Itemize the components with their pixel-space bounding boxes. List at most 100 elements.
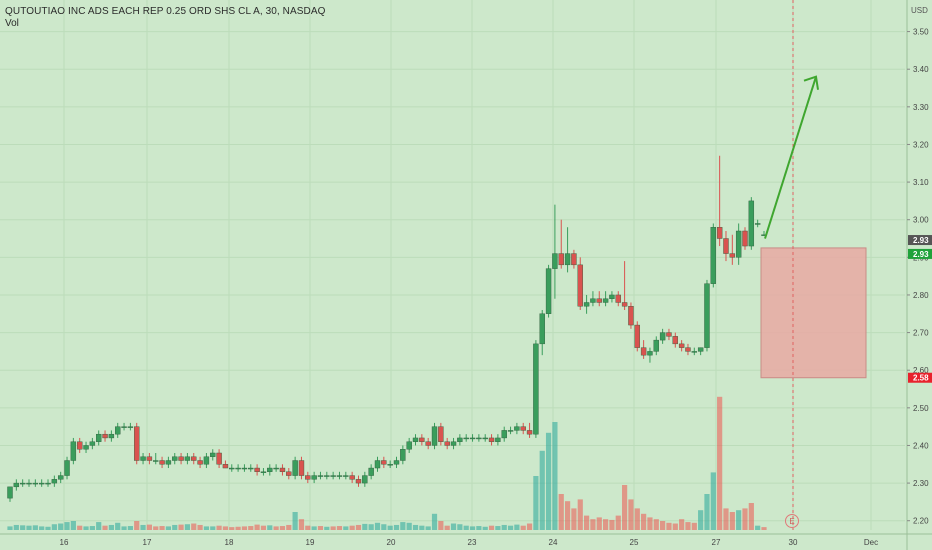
volume-bar — [545, 432, 552, 530]
volume-bar — [216, 525, 222, 530]
candle-body — [172, 456, 178, 461]
candle-body — [533, 343, 539, 435]
candle-body — [216, 452, 222, 465]
volume-bar — [374, 522, 381, 530]
volume-bar — [64, 522, 70, 530]
volume-bar — [336, 526, 343, 530]
x-tick-label: Dec — [864, 538, 878, 547]
candle-body — [317, 475, 324, 477]
volume-bar — [463, 525, 469, 530]
volume-bar — [362, 523, 368, 530]
x-tick-label: 16 — [60, 538, 69, 547]
candle-body — [735, 230, 742, 258]
candle-body — [115, 426, 121, 435]
candle-body — [355, 479, 362, 484]
earnings-marker-label: E — [789, 517, 794, 526]
candle-body — [691, 351, 698, 353]
volume-bar — [324, 526, 330, 530]
price-tag-label: 2.93 — [913, 250, 929, 259]
x-tick-label: 18 — [225, 538, 234, 547]
candle-body — [583, 302, 590, 307]
volume-bar — [241, 526, 248, 530]
price-tag — [908, 248, 932, 259]
volume-bar — [431, 513, 438, 530]
volume-bar — [127, 526, 133, 530]
volume-bar — [514, 524, 520, 530]
volume-bar — [7, 526, 13, 530]
candle-body — [203, 456, 210, 465]
volume-bar — [698, 510, 704, 530]
volume-bar — [102, 525, 108, 530]
volume-bar — [355, 524, 362, 530]
volume-bar — [533, 476, 539, 530]
candle-body — [672, 336, 678, 345]
volume-bar — [679, 519, 685, 530]
candle-body — [121, 426, 127, 428]
volume-bar — [393, 524, 400, 530]
y-tick-label: 2.40 — [913, 441, 929, 450]
volume-bar — [558, 494, 564, 530]
volume-bar — [660, 521, 666, 530]
candle-body — [602, 298, 609, 303]
y-tick-label: 3.50 — [913, 28, 929, 37]
candle-body — [640, 347, 647, 356]
candle-body — [590, 298, 596, 303]
candle-body — [526, 430, 533, 435]
candle-body — [438, 426, 444, 442]
volume-bar — [387, 525, 393, 530]
volume-bar — [507, 525, 514, 530]
volume-bar — [704, 494, 710, 530]
volume-bar — [305, 525, 311, 530]
y-tick-label: 2.20 — [913, 517, 929, 526]
volume-bar — [83, 526, 89, 530]
candle-body — [596, 298, 602, 303]
candle-body — [279, 467, 286, 472]
chart-title: QUTOUTIAO INC ADS EACH REP 0.25 ORD SHS … — [5, 6, 326, 17]
candle-body — [19, 482, 26, 485]
volume-bar — [349, 525, 355, 530]
candle-body — [628, 306, 634, 326]
volume-bar — [583, 515, 590, 530]
candle-body — [482, 437, 488, 440]
y-tick-label: 2.80 — [913, 291, 929, 300]
volume-bar — [20, 525, 26, 530]
volume-bar — [622, 485, 628, 530]
candle-body — [197, 460, 203, 465]
candle-body — [729, 253, 736, 258]
candle-body — [647, 351, 653, 356]
candle-body — [381, 460, 387, 465]
projection-arrow-shaft — [764, 76, 817, 239]
candle-body — [267, 467, 273, 472]
volume-bar — [476, 526, 482, 530]
volume-bar — [229, 527, 235, 530]
candle-body — [653, 339, 659, 352]
candle-body — [146, 456, 153, 461]
volume-bar — [672, 523, 678, 530]
currency-label: USD — [911, 6, 928, 15]
candle-body — [412, 437, 419, 442]
candle-body — [191, 456, 197, 461]
volume-bar — [108, 524, 114, 530]
volume-bar — [210, 526, 216, 530]
y-tick-label: 3.40 — [913, 65, 929, 74]
candle-body — [545, 268, 552, 314]
volume-bar — [539, 450, 545, 530]
candle-body — [248, 467, 254, 470]
candle-body — [165, 460, 172, 465]
candle-body — [32, 482, 39, 485]
volume-bar — [552, 422, 558, 530]
candle-body — [96, 433, 102, 442]
candle-body — [704, 283, 710, 348]
volume-bar — [134, 521, 140, 530]
price-tag-label: 2.93 — [913, 236, 929, 245]
candle-body — [311, 475, 317, 480]
candle-body — [666, 332, 672, 337]
volume-bar — [330, 526, 336, 530]
candle-body — [38, 482, 45, 485]
volume-bar — [457, 524, 463, 530]
volume-bar — [748, 503, 754, 530]
volume-bar — [526, 523, 533, 530]
y-tick-label: 2.60 — [913, 366, 929, 375]
candle-body — [7, 486, 13, 499]
